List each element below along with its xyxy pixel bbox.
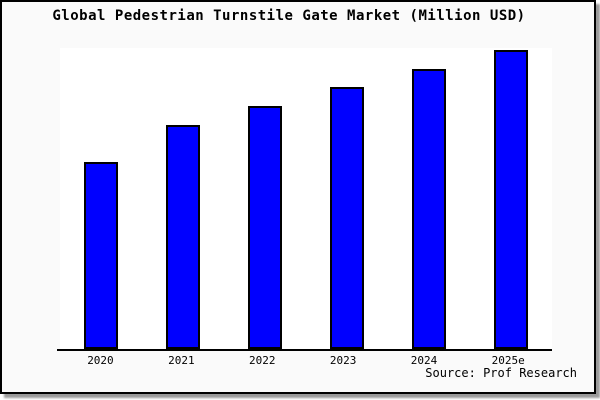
x-axis-tick-labels: 2020 2021 2022 2023 2024 2025e	[60, 354, 552, 367]
x-tick-label-2024: 2024	[410, 354, 438, 367]
bar-2020	[84, 162, 118, 349]
x-tick-label-2022: 2022	[248, 354, 276, 367]
bar-2023	[330, 87, 364, 349]
bar-2025e	[494, 50, 528, 349]
source-note: Source: Prof Research	[425, 366, 577, 380]
chart-title: Global Pedestrian Turnstile Gate Market …	[52, 8, 526, 24]
x-tick-label-2020: 2020	[87, 354, 114, 367]
x-axis-line	[57, 349, 552, 351]
x-tick-label-2025e: 2025e	[491, 354, 525, 367]
plot-area	[60, 48, 552, 349]
bar-2024	[412, 69, 446, 349]
x-tick-label-2023: 2023	[329, 354, 357, 367]
bar-2022	[248, 106, 282, 349]
bar-2021	[166, 125, 200, 349]
chart-figure: Global Pedestrian Turnstile Gate Market …	[0, 0, 596, 394]
x-tick-label-2021: 2021	[168, 354, 195, 367]
